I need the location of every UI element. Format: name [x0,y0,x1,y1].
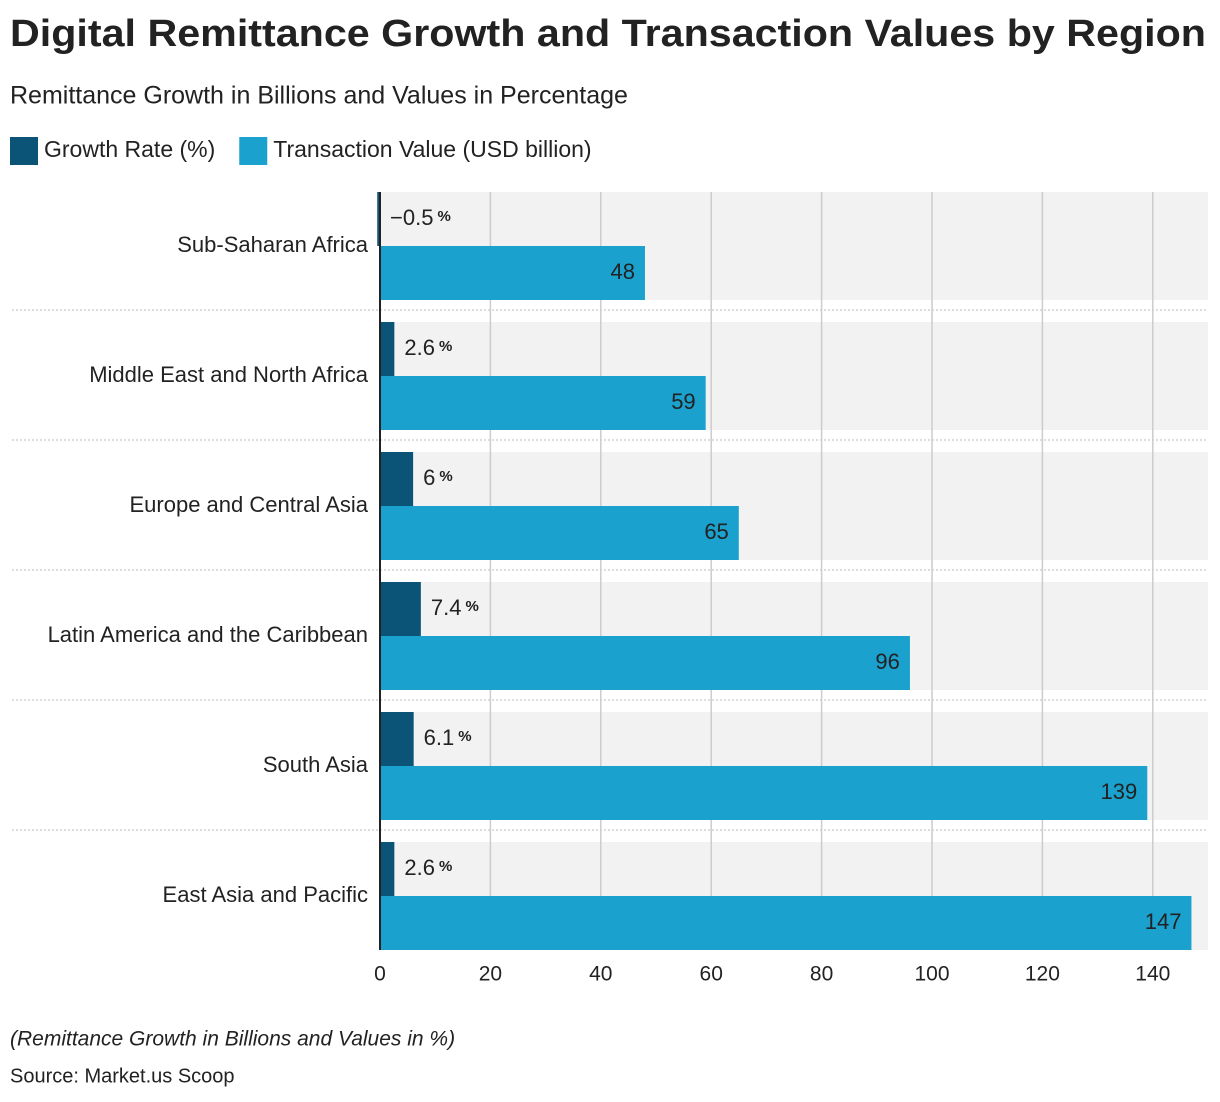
data-label-unit: % [439,468,452,485]
data-label-unit: % [437,208,450,225]
data-label: −0.5 [390,205,433,230]
data-label-unit: % [458,728,471,745]
data-label: 48 [610,259,634,284]
y-category-label: Europe and Central Asia [130,492,369,517]
x-tick-label: 140 [1135,963,1170,986]
bar [380,246,645,300]
y-category-label: South Asia [263,752,369,777]
data-label: 147 [1145,909,1182,934]
bar [380,582,421,636]
bar [377,192,380,246]
bar [380,452,414,506]
legend-label: Growth Rate (%) [44,136,215,162]
bar [380,766,1148,820]
bar [380,322,395,376]
chart-title: Digital Remittance Growth and Transactio… [10,13,1206,55]
bar [380,712,414,766]
x-tick-label: 80 [810,963,833,986]
chart-note: (Remittance Growth in Billions and Value… [10,1028,455,1051]
x-tick-label: 20 [479,963,502,986]
data-label: 96 [875,649,899,674]
legend-swatch [10,137,38,165]
legend-label: Transaction Value (USD billion) [273,136,591,162]
legend-swatch [239,137,268,165]
data-label: 139 [1101,779,1138,804]
x-tick-label: 120 [1025,963,1060,986]
data-label-unit: % [439,858,452,875]
data-label-unit: % [439,338,452,355]
y-category-label: Middle East and North Africa [89,362,369,387]
bar [380,636,910,690]
data-label: 2.6 [404,855,435,880]
bar [380,506,739,560]
data-label: 65 [704,519,728,544]
data-label: 6 [423,465,435,490]
chart-source: Source: Market.us Scoop [10,1065,235,1087]
bar [380,376,706,430]
y-category-label: East Asia and Pacific [163,882,368,907]
data-label: 2.6 [404,335,435,360]
data-label: 6.1 [424,725,455,750]
bar [380,896,1192,950]
bar [380,842,395,896]
x-tick-label: 40 [589,963,612,986]
x-tick-label: 0 [374,963,386,986]
chart-subtitle: Remittance Growth in Billions and Values… [10,82,628,110]
y-category-label: Sub-Saharan Africa [177,232,369,257]
y-category-label: Latin America and the Caribbean [48,622,368,647]
data-label-unit: % [465,598,478,615]
data-label: 7.4 [431,595,462,620]
data-label: 59 [671,389,695,414]
x-tick-label: 60 [700,963,723,986]
x-tick-label: 100 [914,963,949,986]
